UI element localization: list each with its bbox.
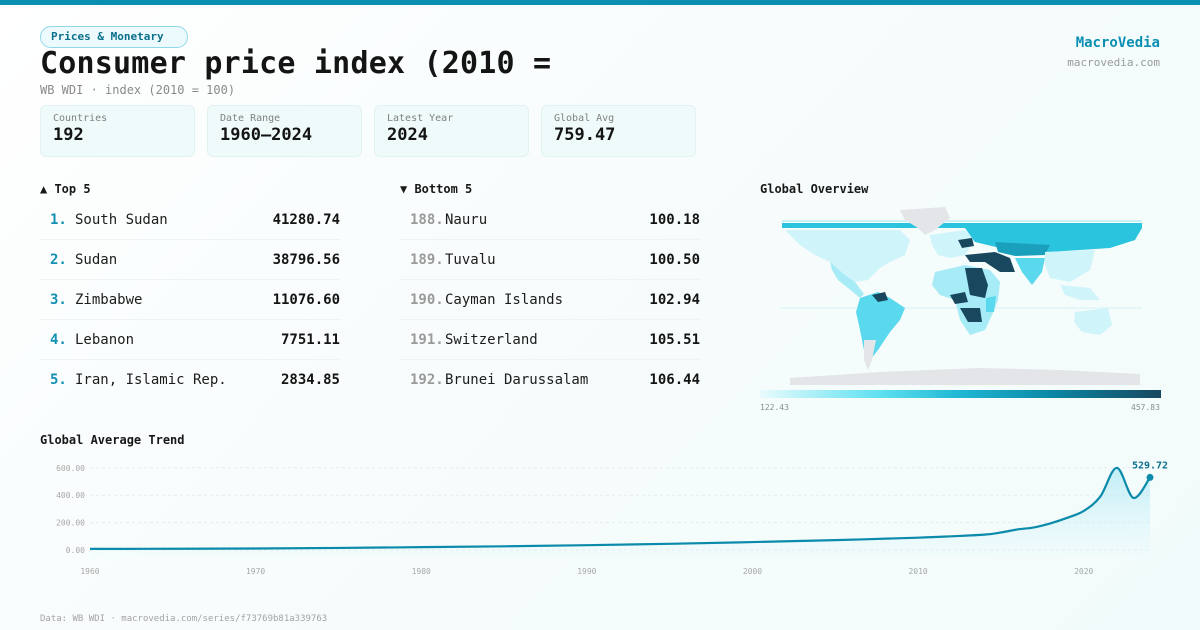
country-name: Switzerland: [445, 332, 538, 348]
top-accent-bar: [0, 0, 1200, 5]
country-name: Tuvalu: [445, 252, 496, 268]
country-name: Zimbabwe: [75, 292, 143, 308]
map-heading: Global Overview: [760, 182, 869, 196]
stat-value: 2024: [387, 125, 428, 145]
stat-card-global-avg: Global Avg 759.47: [541, 105, 696, 157]
rank-number: 4.: [50, 332, 67, 348]
stat-card-countries: Countries 192: [40, 105, 195, 157]
trend-heading: Global Average Trend: [40, 433, 185, 447]
rank-number: 190.: [410, 292, 444, 308]
list-item[interactable]: 3. Zimbabwe 11076.60: [40, 280, 340, 320]
stat-card-date-range: Date Range 1960–2024: [207, 105, 362, 157]
stat-value: 759.47: [554, 125, 616, 145]
country-name: Brunei Darussalam: [445, 372, 589, 388]
rank-number: 188.: [410, 212, 444, 228]
country-value: 2834.85: [280, 372, 340, 388]
rank-number: 1.: [50, 212, 67, 228]
svg-text:600.00: 600.00: [56, 464, 85, 473]
rank-number: 191.: [410, 332, 444, 348]
rank-number: 189.: [410, 252, 444, 268]
list-item[interactable]: 5. Iran, Islamic Rep. 2834.85: [40, 360, 340, 400]
map-color-legend: [760, 390, 1161, 398]
global-average-trend-chart[interactable]: 0.00 200.00 400.00 600.00 1960 1970 1980 1990 2…: [0, 455, 1200, 580]
country-name: South Sudan: [75, 212, 168, 228]
country-value: 11076.60: [272, 292, 340, 308]
page-title: Consumer price index (2010 =: [40, 46, 552, 81]
stat-label: Countries: [53, 113, 108, 124]
list-item[interactable]: 1. South Sudan 41280.74: [40, 200, 340, 240]
country-value: 106.44: [649, 372, 700, 388]
country-value: 100.50: [649, 252, 700, 268]
bottom5-list: 188. Nauru 100.18 189. Tuvalu 100.50 190…: [400, 200, 700, 400]
country-name: Sudan: [75, 252, 118, 268]
list-item[interactable]: 190. Cayman Islands 102.94: [400, 280, 700, 320]
svg-text:2020: 2020: [1074, 567, 1093, 576]
country-value: 41280.74: [272, 212, 340, 228]
list-item[interactable]: 188. Nauru 100.18: [400, 200, 700, 240]
svg-text:2010: 2010: [908, 567, 927, 576]
stat-label: Latest Year: [387, 113, 454, 124]
bottom5-heading: ▼ Bottom 5: [400, 182, 473, 196]
country-name: Cayman Islands: [445, 292, 564, 308]
brand-url[interactable]: macrovedia.com: [1067, 56, 1160, 69]
svg-text:1960: 1960: [80, 567, 99, 576]
svg-text:200.00: 200.00: [56, 519, 85, 528]
country-name: Nauru: [445, 212, 488, 228]
page-subtitle: WB WDI · index (2010 = 100): [40, 83, 236, 97]
list-item[interactable]: 2. Sudan 38796.56: [40, 240, 340, 280]
world-choropleth-map[interactable]: [760, 200, 1162, 385]
list-item[interactable]: 189. Tuvalu 100.50: [400, 240, 700, 280]
world-map-graphic: [780, 207, 1142, 385]
stat-label: Global Avg: [554, 113, 615, 124]
top5-list: 1. South Sudan 41280.74 2. Sudan 38796.5…: [40, 200, 340, 400]
x-axis-ticks: 1960 1970 1980 1990 2000 2010 2020: [80, 567, 1093, 576]
category-badge[interactable]: Prices & Monetary: [40, 26, 188, 48]
legend-max-label: 457.83: [1131, 403, 1160, 412]
last-value-marker: [1146, 473, 1154, 481]
country-name: Lebanon: [75, 332, 135, 348]
rank-number: 2.: [50, 252, 67, 268]
brand-name[interactable]: MacroVedia: [1075, 35, 1160, 51]
country-value: 105.51: [649, 332, 700, 348]
rank-number: 192.: [410, 372, 444, 388]
top5-heading: ▲ Top 5: [40, 182, 91, 196]
country-value: 38796.56: [272, 252, 340, 268]
list-item[interactable]: 4. Lebanon 7751.11: [40, 320, 340, 360]
rank-number: 3.: [50, 292, 67, 308]
stat-value: 192: [53, 125, 84, 145]
stat-label: Date Range: [220, 113, 281, 124]
svg-text:1970: 1970: [246, 567, 265, 576]
svg-text:1980: 1980: [412, 567, 431, 576]
svg-text:2000: 2000: [743, 567, 762, 576]
trend-line-chart: 0.00 200.00 400.00 600.00 1960 1970 1980 1990 2…: [56, 460, 1168, 576]
stat-value: 1960–2024: [220, 125, 313, 145]
svg-text:1990: 1990: [577, 567, 596, 576]
data-source-footer[interactable]: Data: WB WDI · macrovedia.com/series/f73…: [40, 614, 328, 624]
list-item[interactable]: 192. Brunei Darussalam 106.44: [400, 360, 700, 400]
svg-text:0.00: 0.00: [66, 546, 85, 555]
stat-card-latest-year: Latest Year 2024: [374, 105, 529, 157]
last-value-label: 529.72: [1132, 460, 1168, 471]
country-name: Iran, Islamic Rep.: [75, 372, 227, 388]
list-item[interactable]: 191. Switzerland 105.51: [400, 320, 700, 360]
country-value: 100.18: [649, 212, 700, 228]
country-value: 102.94: [649, 292, 700, 308]
svg-text:400.00: 400.00: [56, 491, 85, 500]
rank-number: 5.: [50, 372, 67, 388]
legend-min-label: 122.43: [760, 403, 789, 412]
country-value: 7751.11: [280, 332, 340, 348]
y-axis-ticks: 0.00 200.00 400.00 600.00: [56, 464, 85, 555]
